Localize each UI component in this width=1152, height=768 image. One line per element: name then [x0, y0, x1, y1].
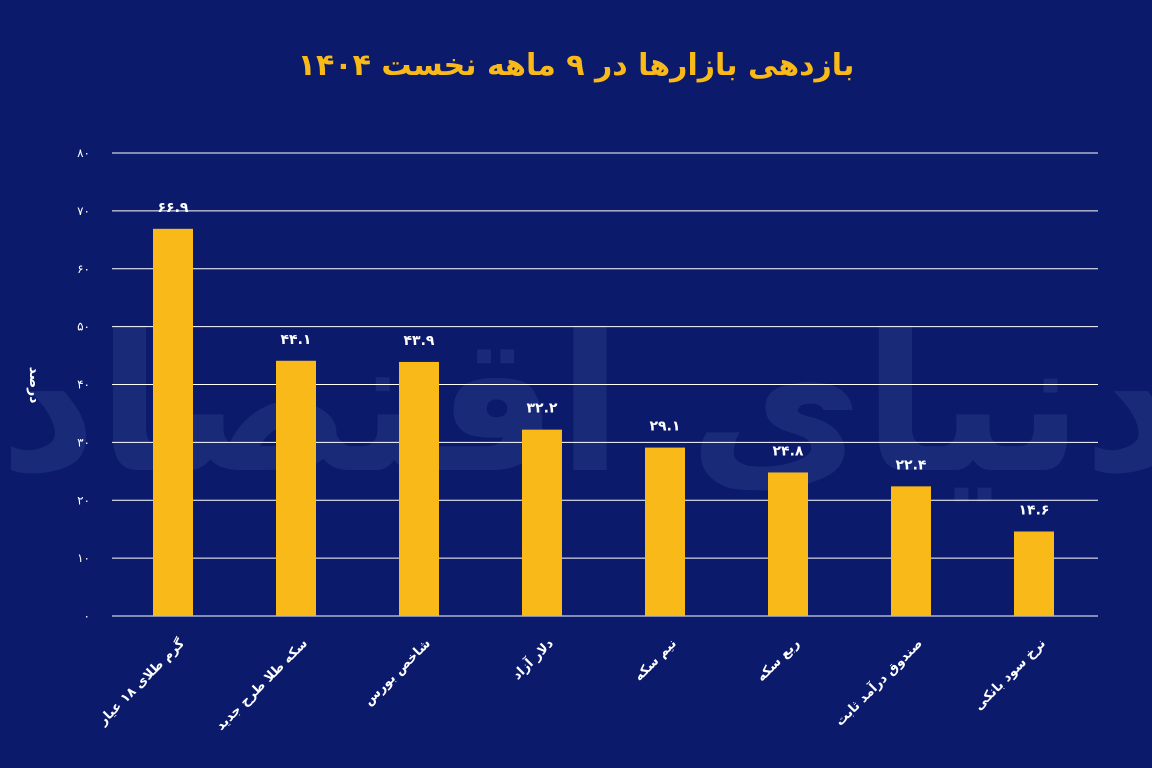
y-tick-label: ۵۰: [77, 320, 90, 334]
x-axis-labels: گرم طلای ۱۸ عیار سکه طلا طرح جدید شاخص بور…: [94, 635, 1048, 734]
data-label: ۴۳.۹: [404, 333, 435, 349]
data-label: ۲۲.۴: [896, 457, 927, 473]
x-tick-label: صندوق درآمد ثابت: [831, 635, 926, 730]
y-tick-label: ۰: [84, 609, 90, 623]
x-tick-label: ربع سکه: [754, 636, 803, 685]
y-axis-label: درصد: [26, 367, 42, 404]
y-axis-ticks: ۰ ۱۰ ۲۰ ۳۰ ۴۰ ۵۰ ۶۰ ۷۰ ۸۰: [77, 146, 90, 623]
x-tick-label: سکه طلا طرح جدید: [213, 636, 311, 734]
x-tick-label: نرخ سود بانکی: [971, 636, 1048, 713]
bar: [891, 486, 931, 616]
bars: [153, 228, 1054, 616]
x-tick-label: دلار آزاد: [508, 635, 557, 684]
y-tick-label: ۶۰: [77, 262, 90, 276]
data-label: ۲۹.۱: [650, 419, 681, 435]
y-tick-label: ۸۰: [77, 146, 90, 160]
y-tick-label: ۲۰: [77, 493, 90, 507]
y-tick-label: ۴۰: [77, 378, 90, 392]
data-label: ۲۴.۸: [773, 443, 804, 459]
data-label: ۳۲.۲: [527, 401, 558, 417]
y-tick-label: ۳۰: [77, 435, 90, 449]
x-tick-label: گرم طلای ۱۸ عیار: [94, 635, 188, 729]
bar: [399, 361, 439, 616]
bar: [276, 360, 316, 616]
bar: [1014, 531, 1054, 616]
bar: [153, 228, 193, 616]
x-tick-label: نیم سکه: [632, 636, 680, 684]
bar: [522, 429, 562, 616]
x-tick-label: شاخص بورس: [361, 636, 434, 709]
bar: [645, 447, 685, 616]
grid-lines: [112, 152, 1098, 617]
y-tick-label: ۱۰: [77, 551, 90, 565]
data-label: ۱۴.۶: [1019, 503, 1050, 519]
data-label: ۴۴.۱: [281, 332, 312, 348]
data-label: ۶۶.۹: [158, 200, 189, 216]
chart-title: بازدهی بازارها در ۹ ماهه نخست ۱۴۰۴: [297, 48, 855, 83]
value-labels: ۶۶.۹ ۴۴.۱ ۴۳.۹ ۳۲.۲ ۲۹.۱ ۲۴.۸ ۲۲.۴ ۱۴.۶: [158, 200, 1050, 519]
bar: [768, 472, 808, 616]
y-tick-label: ۷۰: [77, 204, 90, 218]
